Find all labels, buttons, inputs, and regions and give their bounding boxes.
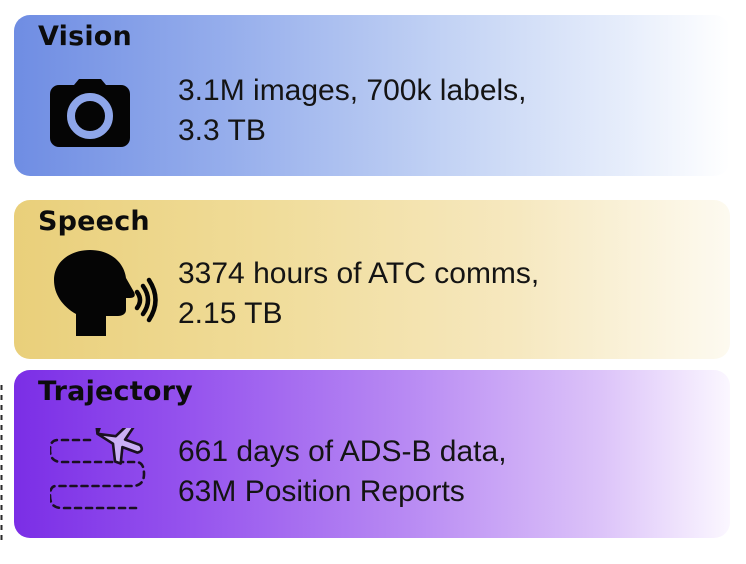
speech-line-2: 2.15 TB [178, 297, 283, 330]
speech-line-1: 3374 hours of ATC comms, [178, 257, 540, 290]
trajectory-line-1: 661 days of ADS-B data, [178, 435, 507, 468]
left-edge-dashes [0, 385, 3, 545]
flight-path-icon [48, 422, 150, 516]
trajectory-line-2: 63M Position Reports [178, 475, 465, 508]
trajectory-card: Trajectory 661 days of ADS-B data, 63M P… [14, 370, 730, 538]
trajectory-title: Trajectory [38, 376, 193, 407]
vision-description: 3.1M images, 700k labels, 3.3 TB [178, 71, 527, 151]
vision-line-2: 3.3 TB [178, 114, 266, 147]
camera-icon [50, 79, 130, 147]
trajectory-description: 661 days of ADS-B data, 63M Position Rep… [178, 432, 507, 512]
vision-card: Vision 3.1M images, 700k labels, 3.3 TB [14, 15, 730, 176]
speech-card: Speech 3374 hours of ATC comms, 2.15 TB [14, 200, 730, 359]
speech-description: 3374 hours of ATC comms, 2.15 TB [178, 254, 539, 334]
vision-line-1: 3.1M images, 700k labels, [178, 74, 527, 107]
speaking-head-icon [54, 250, 160, 336]
speech-title: Speech [38, 206, 150, 237]
vision-title: Vision [38, 21, 132, 52]
